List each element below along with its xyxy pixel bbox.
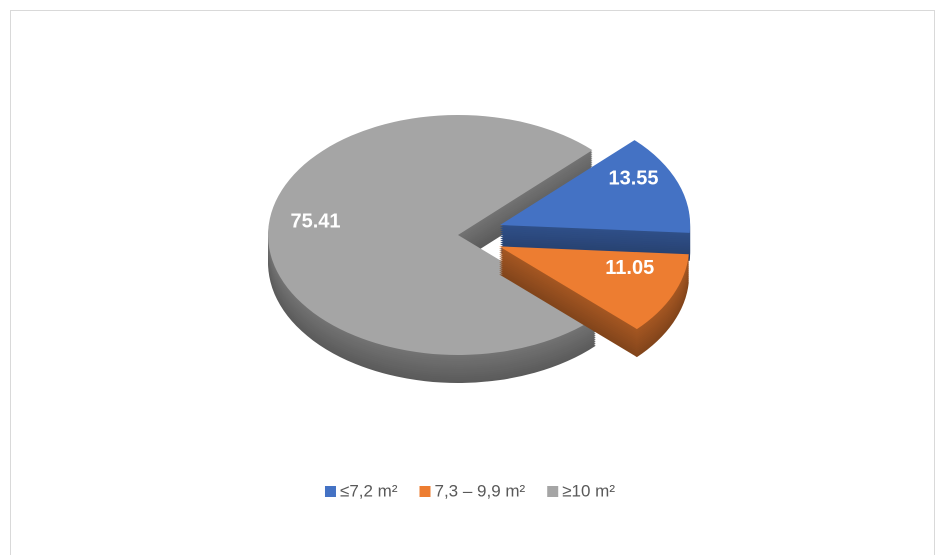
data-label: 11.05 <box>605 257 654 279</box>
legend: ≤7,2 m² 7,3 – 9,9 m² ≥10 m² <box>324 481 615 500</box>
legend-swatch <box>324 486 336 497</box>
legend-label: ≥10 m² <box>562 481 615 500</box>
data-label: 13.55 <box>608 168 658 190</box>
legend-swatch <box>547 486 559 497</box>
legend-swatch <box>419 486 431 497</box>
slice <box>499 246 689 330</box>
data-label: 75.41 <box>290 210 340 232</box>
slice <box>268 114 596 355</box>
legend-label: 7,3 – 9,9 m² <box>435 481 526 500</box>
slice <box>500 140 691 233</box>
legend-label: ≤7,2 m² <box>340 481 398 500</box>
